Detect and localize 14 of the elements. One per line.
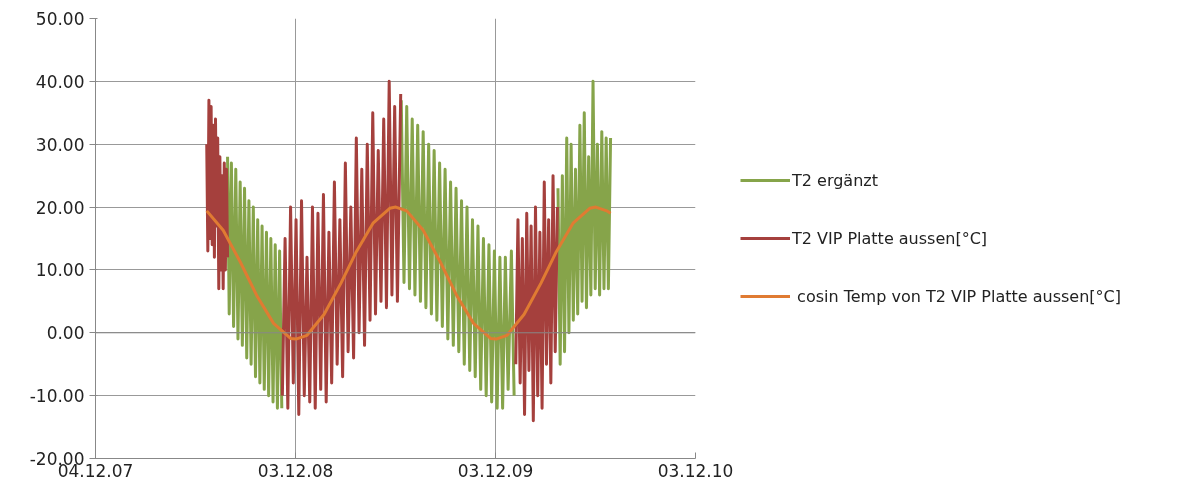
legend-label: T2 ergänzt [792, 170, 878, 190]
x-tick-label: 03.12.08 [257, 460, 334, 481]
y-tick-label: -10.00 [29, 386, 85, 407]
y-tick-label: 10.00 [35, 260, 85, 281]
y-tick-label: 50.00 [35, 9, 85, 29]
y-tick-label: 30.00 [35, 134, 85, 155]
line-series [205, 205, 613, 341]
y-tick-label: 0.00 [46, 323, 85, 344]
y-tick-label: 40.00 [35, 71, 85, 92]
legend-label: cosin Temp von T2 VIP Platte aussen[°C] [796, 286, 1121, 306]
x-tick-label: 03.12.10 [657, 460, 734, 481]
x-tick-label: 03.12.09 [457, 460, 534, 481]
legend-label: T2 VIP Platte aussen[°C] [792, 228, 988, 248]
y-tick-label: 20.00 [35, 197, 85, 218]
